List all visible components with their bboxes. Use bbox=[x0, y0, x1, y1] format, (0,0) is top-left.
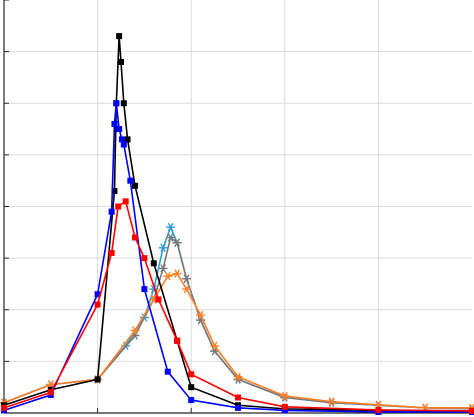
data-point bbox=[280, 393, 290, 402]
data-point bbox=[233, 375, 243, 384]
data-point bbox=[111, 188, 118, 195]
data-point bbox=[235, 404, 241, 411]
data-point bbox=[166, 222, 176, 232]
series-1 bbox=[1, 33, 474, 414]
data-point bbox=[132, 234, 139, 241]
data-point bbox=[120, 100, 127, 107]
data-point bbox=[124, 136, 131, 143]
data-point bbox=[149, 284, 159, 294]
data-point bbox=[281, 403, 288, 410]
data-point bbox=[188, 371, 195, 378]
data-point bbox=[172, 269, 182, 278]
series-2 bbox=[1, 100, 474, 415]
plot-area bbox=[0, 33, 474, 415]
series-6 bbox=[0, 269, 474, 413]
series-line bbox=[3, 236, 473, 410]
data-point bbox=[94, 376, 101, 383]
series-line bbox=[3, 35, 473, 412]
data-point bbox=[467, 403, 474, 413]
data-point bbox=[115, 203, 122, 210]
data-point bbox=[141, 255, 148, 262]
data-point bbox=[118, 136, 125, 143]
data-point bbox=[158, 243, 168, 253]
data-point bbox=[174, 337, 181, 344]
data-point bbox=[172, 238, 182, 247]
data-point bbox=[108, 249, 115, 256]
data-point bbox=[113, 100, 120, 107]
series-4 bbox=[0, 222, 474, 414]
data-point bbox=[46, 380, 56, 389]
data-point bbox=[149, 295, 159, 304]
data-point bbox=[163, 271, 173, 281]
data-point bbox=[182, 274, 192, 284]
data-point bbox=[94, 291, 101, 298]
data-point bbox=[122, 198, 129, 205]
data-point bbox=[210, 341, 220, 351]
data-point bbox=[1, 404, 7, 411]
data-point bbox=[116, 126, 123, 133]
data-point bbox=[116, 33, 123, 40]
data-point bbox=[132, 182, 139, 189]
data-point bbox=[127, 177, 134, 184]
data-point bbox=[108, 208, 115, 215]
data-point bbox=[280, 391, 290, 401]
data-point bbox=[94, 301, 101, 308]
data-point bbox=[210, 346, 220, 356]
data-point bbox=[281, 407, 288, 414]
data-point bbox=[47, 389, 54, 396]
data-point bbox=[375, 406, 382, 413]
data-point bbox=[188, 397, 195, 404]
data-point bbox=[166, 233, 176, 242]
series-line bbox=[3, 272, 472, 409]
data-point bbox=[469, 407, 474, 414]
data-point bbox=[196, 315, 206, 325]
data-point bbox=[420, 403, 430, 413]
data-point bbox=[182, 284, 192, 294]
data-point bbox=[188, 384, 195, 391]
data-point bbox=[158, 264, 168, 273]
data-point bbox=[373, 400, 383, 409]
data-point bbox=[130, 326, 140, 335]
data-point bbox=[118, 58, 124, 65]
data-point bbox=[130, 331, 140, 340]
data-point bbox=[155, 296, 162, 303]
series-3 bbox=[1, 198, 474, 414]
data-point bbox=[164, 368, 171, 375]
data-point bbox=[150, 260, 157, 267]
data-point bbox=[196, 310, 206, 320]
data-point bbox=[120, 141, 127, 148]
grid-lines bbox=[4, 0, 472, 413]
data-point bbox=[327, 397, 337, 406]
data-point bbox=[111, 120, 118, 127]
data-point bbox=[141, 286, 148, 293]
series-line bbox=[3, 102, 472, 413]
data-point bbox=[235, 394, 241, 401]
data-point bbox=[233, 372, 243, 382]
